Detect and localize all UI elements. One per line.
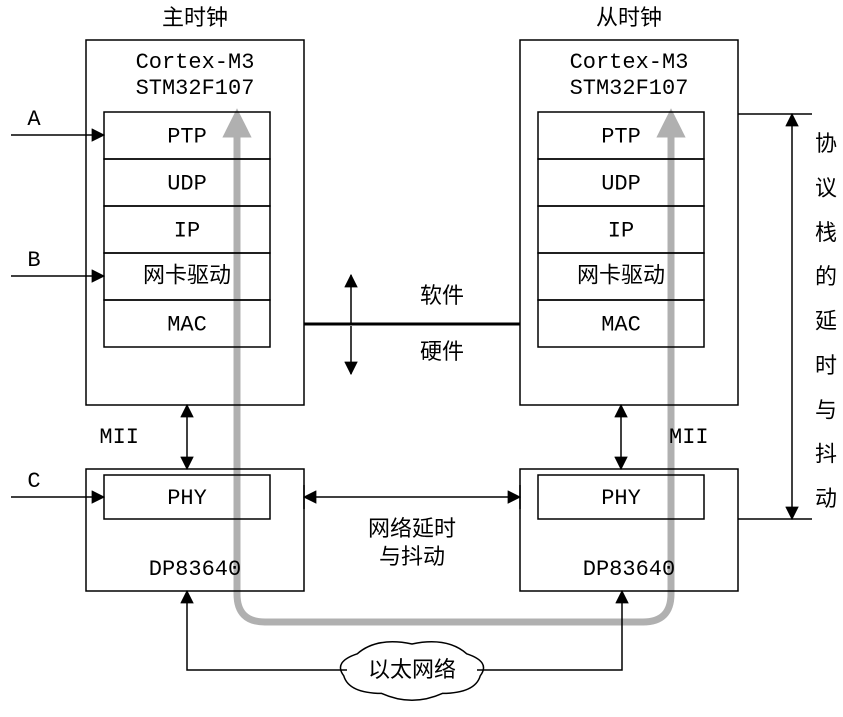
right-vert-char-0: 协 bbox=[815, 131, 837, 156]
eth-line-left bbox=[187, 591, 347, 670]
stack-label-s-3: 网卡驱动 bbox=[577, 263, 665, 288]
letter-c: C bbox=[27, 469, 40, 494]
right-vert-char-7: 抖 bbox=[815, 442, 837, 467]
right-vert-char-8: 动 bbox=[815, 486, 837, 511]
stack-label-s-1: UDP bbox=[601, 171, 641, 196]
letter-b: B bbox=[27, 248, 40, 273]
eth-line-right bbox=[477, 591, 622, 670]
cpu-line1-m: Cortex-M3 bbox=[136, 50, 255, 75]
gray-path-bottom bbox=[237, 594, 671, 622]
hardware-label: 硬件 bbox=[420, 339, 464, 364]
stack-label-m-3: 网卡驱动 bbox=[143, 263, 231, 288]
title-slave: 从时钟 bbox=[596, 5, 662, 30]
cpu-line2-m: STM32F107 bbox=[136, 76, 255, 101]
net-delay-1: 网络延时 bbox=[368, 516, 456, 541]
stack-label-s-0: PTP bbox=[601, 124, 641, 149]
phy-chip-m: DP83640 bbox=[149, 557, 241, 582]
stack-label-m-2: IP bbox=[174, 218, 200, 243]
stack-label-s-2: IP bbox=[608, 218, 634, 243]
software-label: 软件 bbox=[420, 283, 464, 308]
right-vert-char-3: 的 bbox=[815, 264, 837, 289]
right-vert-char-5: 时 bbox=[815, 353, 837, 378]
ethernet-label: 以太网络 bbox=[368, 657, 456, 682]
mii-label-m: MII bbox=[99, 425, 139, 450]
phy-label-s: PHY bbox=[601, 486, 641, 511]
stack-label-m-1: UDP bbox=[167, 171, 207, 196]
stack-label-m-4: MAC bbox=[167, 312, 207, 337]
cpu-line2-s: STM32F107 bbox=[570, 76, 689, 101]
net-delay-2: 与抖动 bbox=[379, 544, 445, 569]
mii-label-s: MII bbox=[669, 425, 709, 450]
right-vert-char-4: 延 bbox=[815, 309, 837, 334]
phy-chip-s: DP83640 bbox=[583, 557, 675, 582]
right-vert-char-2: 栈 bbox=[815, 220, 837, 245]
stack-label-s-4: MAC bbox=[601, 312, 641, 337]
right-vert-char-6: 与 bbox=[815, 397, 837, 422]
title-master: 主时钟 bbox=[162, 5, 228, 30]
letter-a: A bbox=[27, 107, 41, 132]
right-vert-char-1: 议 bbox=[815, 175, 837, 200]
cpu-line1-s: Cortex-M3 bbox=[570, 50, 689, 75]
stack-label-m-0: PTP bbox=[167, 124, 207, 149]
phy-label-m: PHY bbox=[167, 486, 207, 511]
